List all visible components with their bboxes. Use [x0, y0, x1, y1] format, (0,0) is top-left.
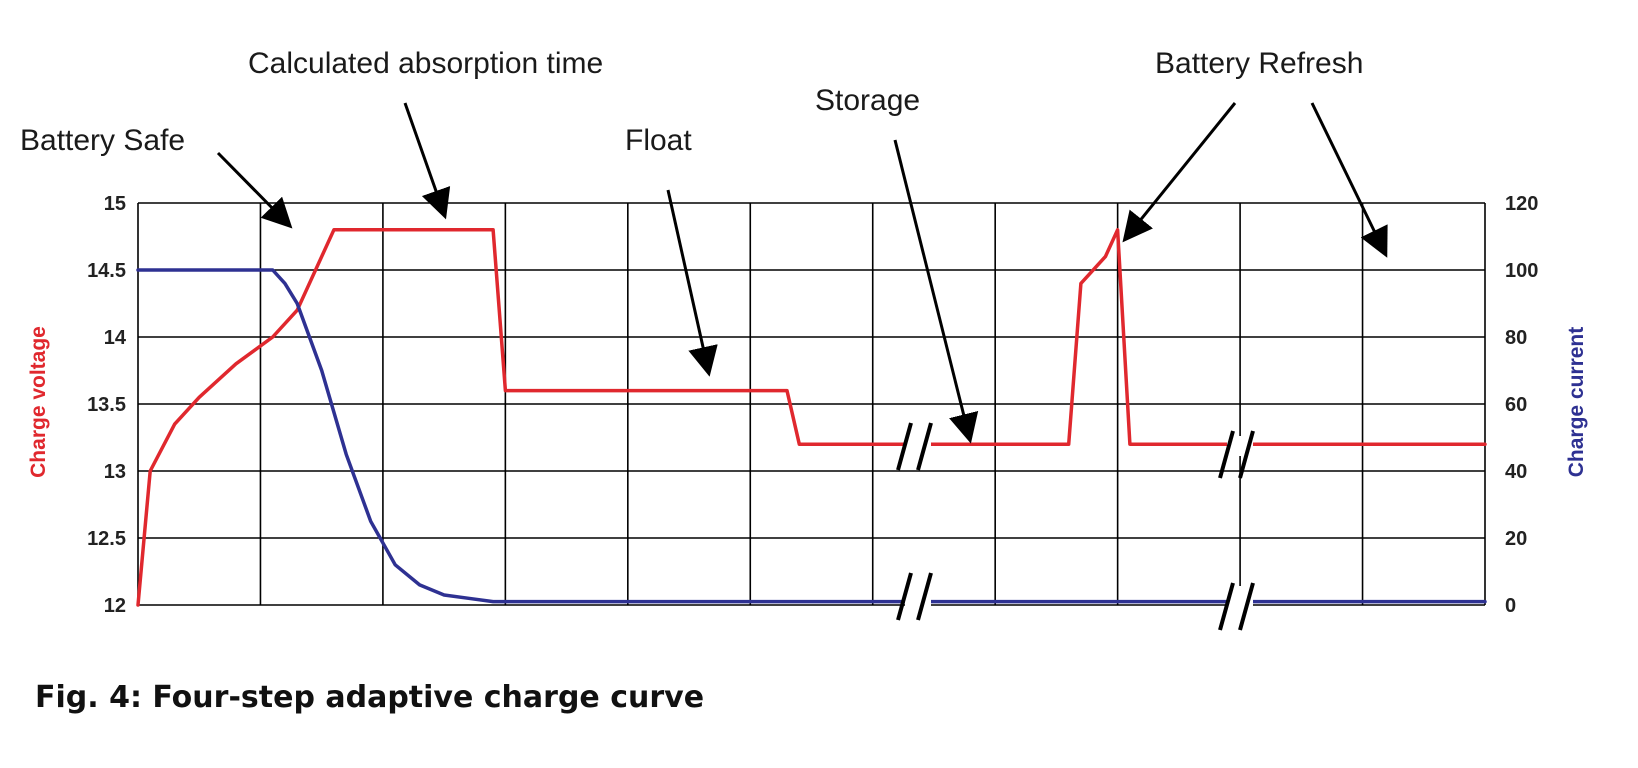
arrow-float — [666, 189, 718, 377]
break-mark — [896, 422, 913, 471]
break-mark — [916, 422, 933, 471]
arrow-battery-safe — [216, 151, 293, 229]
axis-break-marks — [896, 422, 1255, 631]
annotation-battery-safe: Battery Safe — [20, 124, 185, 157]
arrow-battery-refresh-1 — [1122, 102, 1237, 243]
y-right-tick-label: 100 — [1505, 260, 1538, 282]
y-right-tick-label: 60 — [1505, 394, 1527, 416]
y-left-tick-label: 14.5 — [87, 260, 126, 282]
y-left-tick-label: 13 — [104, 461, 126, 483]
y-right-label: Charge current — [1565, 327, 1588, 478]
annotation-storage: Storage — [815, 84, 920, 117]
y-right-tick-label: 80 — [1505, 327, 1527, 349]
arrow-storage — [893, 139, 979, 444]
arrow-absorption-time — [403, 102, 451, 220]
break-mark — [1218, 430, 1235, 479]
y-left-label: Charge voltage — [27, 326, 50, 478]
y-left-tick-label: 14 — [104, 327, 127, 349]
y-right-tick-label: 0 — [1505, 595, 1516, 617]
y-right-tick-label: 40 — [1505, 461, 1527, 483]
right-axis-ticks: 0 20 40 60 80 100 120 — [1505, 193, 1538, 617]
break-mark — [896, 572, 913, 621]
y-left-tick-label: 15 — [104, 193, 126, 215]
y-left-tick-label: 12.5 — [87, 528, 126, 550]
y-right-tick-label: 20 — [1505, 528, 1527, 550]
y-left-tick-label: 12 — [104, 595, 126, 617]
y-left-tick-label: 13.5 — [87, 394, 126, 416]
series-line-voltage — [136, 228, 1487, 607]
grid — [137, 202, 1486, 606]
annotation-absorption-time: Calculated absorption time — [248, 47, 603, 80]
left-axis-ticks: 12 12.5 13 13.5 14 14.5 15 — [87, 193, 127, 617]
annotation-float: Float — [625, 124, 692, 157]
series-line-current — [136, 268, 1487, 604]
y-right-tick-label: 120 — [1505, 193, 1538, 215]
break-mark — [1218, 582, 1235, 631]
break-mark — [1238, 430, 1255, 479]
break-mark — [1238, 582, 1255, 631]
figure-caption: Fig. 4: Four-step adaptive charge curve — [35, 680, 704, 715]
annotation-battery-refresh: Battery Refresh — [1155, 47, 1363, 80]
series-lines — [136, 228, 1487, 607]
break-mark — [916, 572, 933, 621]
arrow-battery-refresh-2 — [1310, 102, 1388, 258]
annotation-arrows — [216, 102, 1388, 444]
